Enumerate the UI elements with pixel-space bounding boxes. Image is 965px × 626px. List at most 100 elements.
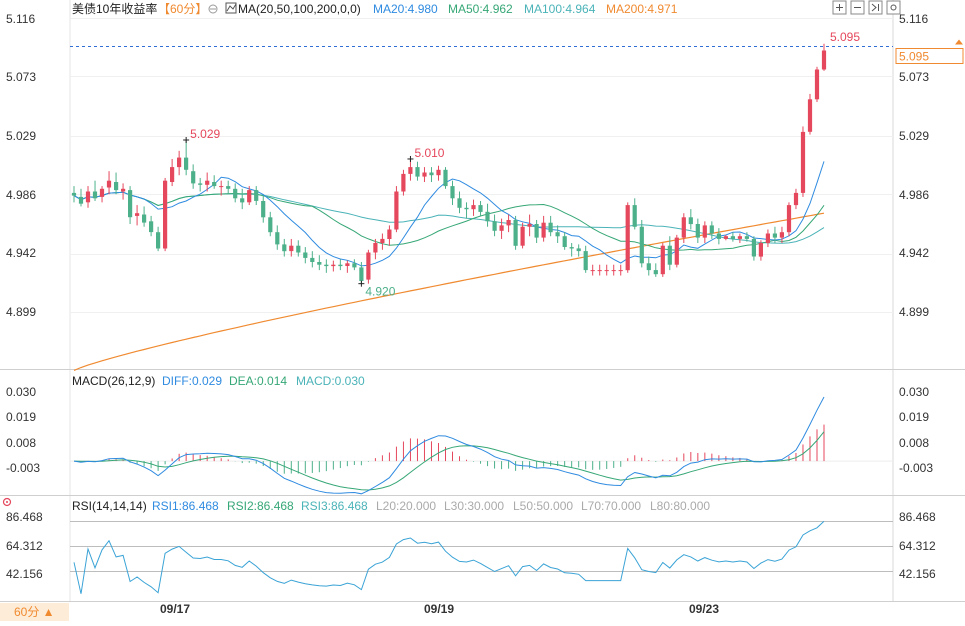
candle-body: [513, 220, 518, 246]
dea-line: [73, 431, 825, 491]
candle-body: [576, 248, 581, 252]
candle-body: [345, 263, 350, 266]
candle-body: [184, 157, 189, 170]
candle-body: [730, 236, 735, 239]
rsi-axis-left: 86.468 64.312 42.156: [6, 510, 43, 581]
candle-body: [702, 225, 707, 238]
ma200-value: MA200:4.971: [606, 2, 678, 16]
candle-body: [422, 172, 427, 177]
candle-body: [716, 233, 721, 239]
macd-tick-right: 0.030: [899, 385, 929, 399]
candle-body: [310, 257, 315, 262]
candle-body: [212, 182, 217, 187]
macd-tick-left: 0.008: [6, 436, 36, 450]
price-annotations: [183, 136, 414, 287]
toggle-icon[interactable]: [208, 4, 218, 14]
ma20-value: MA20:4.980: [373, 2, 438, 16]
candle-body: [233, 188, 238, 199]
price-tick-right: 5.116: [899, 12, 928, 26]
candle-body: [282, 244, 287, 252]
rsi-legend: RSI(14,14,14) RSI1:86.468 RSI2:86.468 RS…: [2, 497, 710, 513]
candle-body: [191, 171, 196, 184]
price-tick-left: 4.986: [6, 188, 36, 202]
candle-body: [772, 233, 777, 238]
diff-line: [73, 396, 825, 495]
macd-legend: MACD(26,12,9) DIFF:0.029 DEA:0.014 MACD:…: [72, 374, 365, 388]
candle-body: [387, 229, 392, 239]
candle-body: [534, 224, 539, 238]
candle-body: [261, 201, 266, 218]
macd-tick-right: 0.008: [899, 436, 929, 450]
interval-switch-label: 60分 ▲: [14, 605, 55, 619]
zoom-out-icon[interactable]: [850, 0, 865, 15]
indicator-icon[interactable]: [225, 2, 237, 14]
candle-body: [156, 232, 161, 249]
candle-body: [786, 205, 792, 233]
candle-body: [667, 245, 672, 265]
candle-body: [807, 99, 813, 132]
candle-body: [597, 270, 602, 272]
candle-body: [303, 252, 308, 258]
interval-badge[interactable]: 【60分】: [158, 2, 207, 16]
candle-body: [401, 173, 406, 192]
jump-to-latest-icon[interactable]: [868, 0, 883, 15]
macd-axis-left: 0.030 0.019 0.008 -0.003: [6, 385, 40, 475]
settings-icon[interactable]: [886, 0, 901, 15]
annotation-last: 5.095: [830, 30, 860, 44]
macd-diff: DIFF:0.029: [162, 374, 222, 388]
candle-body: [737, 236, 742, 239]
candle-body: [527, 224, 532, 227]
macd-value: MACD:0.030: [296, 374, 365, 388]
candle-body: [814, 69, 820, 100]
candle-body: [744, 236, 749, 239]
zoom-in-icon[interactable]: [832, 0, 847, 15]
rsi-line: [73, 520, 825, 594]
rsi-settings-icon[interactable]: [2, 497, 12, 507]
rsi-tick-right: 64.312: [899, 539, 936, 553]
moving-average-lines: [73, 161, 825, 371]
last-price-box: [895, 48, 964, 64]
candle-body: [443, 169, 448, 187]
interval-switch-button[interactable]: 60分 ▲: [0, 603, 69, 621]
date-tick: 09/23: [689, 602, 719, 616]
candle-body: [106, 180, 112, 188]
candle-body: [226, 186, 231, 189]
macd-tick-right: -0.003: [899, 461, 933, 475]
candle-body: [135, 213, 140, 216]
rsi-l80: L80:80.000: [650, 499, 710, 513]
price-tick-left: 5.073: [6, 70, 36, 84]
candle-body: [366, 252, 371, 280]
annotation-low-1: 4.920: [365, 285, 395, 299]
candle-body: [709, 225, 714, 234]
ma50-line: [73, 191, 825, 251]
ma50-value: MA50:4.962: [448, 2, 513, 16]
rsi-tick-right: 86.468: [899, 510, 936, 524]
ma-params: MA(20,50,100,200,0,0): [238, 2, 361, 16]
rsi1-value: RSI1:86.468: [152, 499, 219, 513]
ma100-value: MA100:4.964: [524, 2, 596, 16]
rsi-tick-left: 64.312: [6, 539, 43, 553]
candle-body: [121, 188, 126, 192]
ma20-line: [73, 161, 825, 267]
price-tick-right: 5.073: [899, 70, 929, 84]
candle-body: [821, 50, 827, 70]
candle-body: [751, 238, 756, 257]
candle-body: [583, 251, 588, 271]
candlesticks: [71, 43, 827, 284]
candle-body: [254, 190, 259, 201]
rsi2-value: RSI2:86.468: [227, 499, 294, 513]
last-price-arrow-icon: [955, 39, 963, 45]
candle-body: [99, 188, 105, 197]
rsi-l50: L50:50.000: [513, 499, 573, 513]
date-tick: 09/19: [424, 602, 454, 616]
candle-body: [639, 226, 644, 264]
rsi-l20: L20:20.000: [376, 499, 436, 513]
candle-body: [394, 191, 399, 230]
candle-body: [562, 236, 567, 247]
candle-body: [429, 172, 434, 176]
candle-body: [436, 169, 441, 176]
candle-body: [499, 225, 504, 231]
candle-body: [380, 238, 385, 243]
